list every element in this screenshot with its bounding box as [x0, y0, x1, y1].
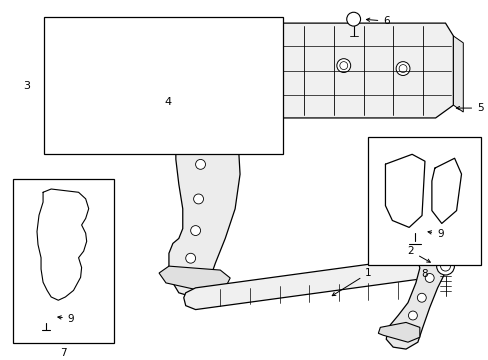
- Text: 2: 2: [407, 246, 429, 262]
- Circle shape: [270, 59, 278, 67]
- Circle shape: [167, 81, 175, 89]
- Polygon shape: [183, 256, 435, 310]
- Bar: [367, 136, 480, 265]
- Circle shape: [407, 311, 417, 320]
- Polygon shape: [54, 47, 91, 74]
- Text: 9: 9: [427, 229, 443, 239]
- Text: 7: 7: [60, 348, 66, 357]
- Text: 5: 5: [455, 103, 483, 113]
- Circle shape: [346, 12, 360, 26]
- Bar: [44, 17, 283, 154]
- Text: 8: 8: [420, 269, 427, 279]
- Text: 9: 9: [58, 314, 74, 324]
- Circle shape: [261, 103, 269, 111]
- Polygon shape: [452, 36, 462, 112]
- Circle shape: [198, 56, 212, 69]
- Circle shape: [118, 69, 125, 77]
- Circle shape: [436, 257, 453, 275]
- Text: 6: 6: [366, 16, 389, 26]
- Circle shape: [408, 220, 421, 233]
- Circle shape: [395, 62, 409, 76]
- Circle shape: [425, 274, 433, 282]
- Circle shape: [70, 58, 78, 66]
- Circle shape: [258, 100, 272, 114]
- Circle shape: [185, 253, 195, 263]
- Circle shape: [67, 55, 81, 69]
- Polygon shape: [378, 323, 419, 342]
- Polygon shape: [386, 253, 448, 349]
- Circle shape: [267, 56, 281, 69]
- Circle shape: [40, 311, 52, 323]
- Circle shape: [190, 226, 200, 235]
- Circle shape: [440, 261, 449, 271]
- Polygon shape: [149, 105, 168, 128]
- Bar: [13, 179, 114, 343]
- Circle shape: [193, 194, 203, 204]
- Text: 3: 3: [23, 81, 30, 91]
- Circle shape: [417, 293, 426, 302]
- Circle shape: [339, 62, 347, 69]
- Polygon shape: [159, 23, 452, 118]
- Polygon shape: [168, 118, 240, 296]
- Circle shape: [195, 159, 205, 169]
- Circle shape: [398, 64, 406, 72]
- Circle shape: [201, 59, 209, 67]
- Polygon shape: [159, 266, 230, 293]
- Circle shape: [336, 59, 350, 72]
- Text: 4: 4: [164, 97, 172, 107]
- Text: 1: 1: [331, 268, 371, 296]
- Polygon shape: [245, 92, 283, 119]
- Polygon shape: [61, 59, 265, 113]
